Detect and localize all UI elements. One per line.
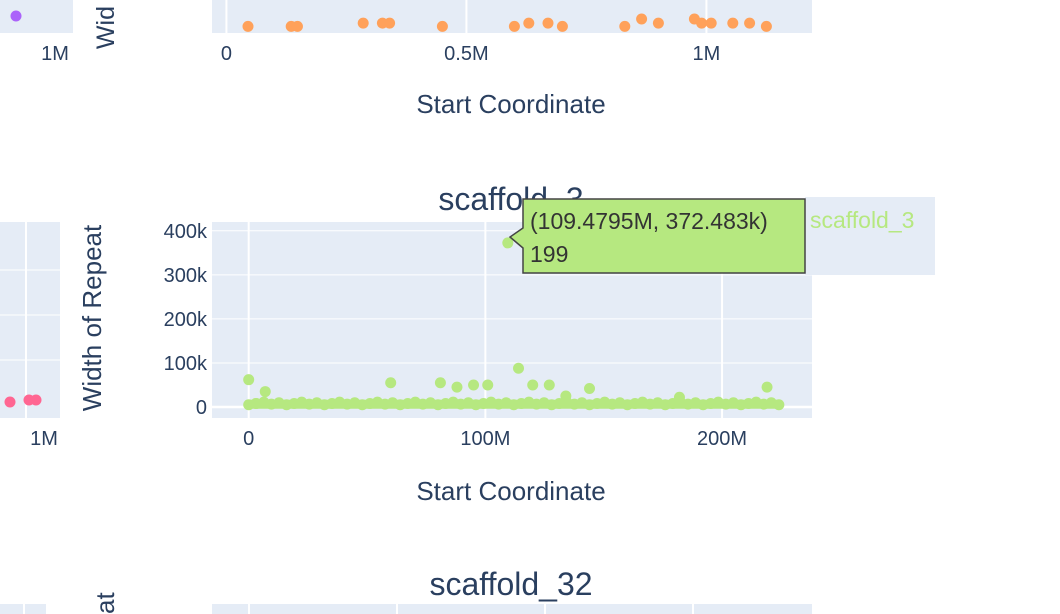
bottom-gridlines	[248, 604, 694, 614]
middle-scatter-point[interactable]	[385, 377, 397, 389]
top-x-tick-label: 0.5M	[444, 43, 488, 65]
middle-scatter-point[interactable]	[451, 381, 463, 393]
tooltip-coordinates: (109.4795M, 372.483k)	[530, 208, 768, 234]
left-middle-x-tick: 1M	[30, 428, 58, 450]
top-scatter-point[interactable]	[291, 20, 303, 32]
middle-y-ticks: 0 100k 200k 300k 400k	[164, 221, 208, 419]
hover-tooltip: (109.4795M, 372.483k) 199	[508, 198, 806, 274]
top-scatter-point[interactable]	[696, 17, 708, 29]
pink-scatter-point[interactable]	[30, 394, 42, 406]
middle-scatter-point[interactable]	[673, 391, 685, 403]
top-gridlines	[225, 0, 708, 33]
top-scatter-point[interactable]	[636, 13, 648, 25]
middle-scatter-point[interactable]	[543, 379, 555, 391]
top-scatter-point[interactable]	[760, 20, 772, 32]
middle-y-tick-label: 100k	[164, 353, 208, 375]
bottom-plot-background	[212, 604, 812, 614]
pink-scatter-point[interactable]	[4, 396, 16, 408]
middle-scatter-point[interactable]	[243, 374, 255, 386]
left-top-x-tick: 1M	[41, 43, 69, 65]
top-scatter-point[interactable]	[384, 17, 396, 29]
middle-scatter-points	[243, 237, 785, 411]
middle-scatter-point[interactable]	[513, 362, 525, 374]
top-scatter-point[interactable]	[705, 17, 717, 29]
top-x-tick-label: 0	[221, 43, 232, 65]
middle-y-tick-label: 0	[196, 397, 207, 419]
left-middle-plot-background	[0, 222, 60, 418]
top-scatter-point[interactable]	[619, 20, 631, 32]
top-scatter-point[interactable]	[508, 20, 520, 32]
top-scatter-point[interactable]	[436, 20, 448, 32]
middle-x-ticks: 0 100M 200M	[243, 428, 747, 450]
middle-scatter-point[interactable]	[482, 379, 494, 391]
legend-item-scaffold-3[interactable]: scaffold_3	[810, 207, 914, 233]
top-scatter-point[interactable]	[744, 17, 756, 29]
middle-x-axis-label: Start Coordinate	[416, 476, 605, 506]
middle-scatter-point[interactable]	[527, 379, 539, 391]
top-scatter-point[interactable]	[523, 17, 535, 29]
legend-background	[805, 197, 935, 275]
bottom-y-axis-label-partial: at	[90, 592, 120, 614]
top-y-axis-label-partial: Wid	[92, 6, 120, 49]
middle-scatter-point[interactable]	[502, 237, 514, 249]
middle-scatter-point[interactable]	[259, 386, 271, 398]
top-x-tick-label: 1M	[693, 43, 721, 65]
bottom-chart-title: scaffold_32	[429, 566, 592, 602]
middle-scatter-point[interactable]	[773, 399, 785, 411]
top-scatter-point[interactable]	[556, 20, 568, 32]
purple-scatter-point[interactable]	[10, 10, 22, 22]
top-scatter-point[interactable]	[727, 17, 739, 29]
middle-scatter-point[interactable]	[468, 379, 480, 391]
left-middle-gridlines	[0, 222, 60, 418]
top-scatter-point[interactable]	[242, 20, 254, 32]
middle-x-tick-label: 200M	[697, 428, 747, 450]
middle-scatter-point[interactable]	[761, 381, 773, 393]
middle-scatter-point[interactable]	[434, 377, 446, 389]
top-scatter-point[interactable]	[652, 17, 664, 29]
tooltip-value: 199	[530, 241, 568, 267]
middle-scatter-point[interactable]	[250, 397, 262, 409]
middle-y-tick-label: 300k	[164, 265, 208, 287]
top-scatter-points	[242, 13, 772, 32]
middle-y-tick-label: 200k	[164, 309, 208, 331]
middle-y-tick-label: 400k	[164, 221, 208, 243]
middle-scatter-point[interactable]	[560, 390, 572, 402]
middle-x-tick-label: 100M	[460, 428, 510, 450]
top-scatter-point[interactable]	[357, 17, 369, 29]
top-x-axis-label: Start Coordinate	[416, 89, 605, 119]
top-scatter-point[interactable]	[542, 17, 554, 29]
middle-y-axis-label: Width of Repeat	[77, 224, 107, 411]
top-x-ticks: 0 0.5M 1M	[221, 43, 720, 65]
middle-scatter-point[interactable]	[584, 382, 596, 394]
middle-x-tick-label: 0	[243, 428, 254, 450]
